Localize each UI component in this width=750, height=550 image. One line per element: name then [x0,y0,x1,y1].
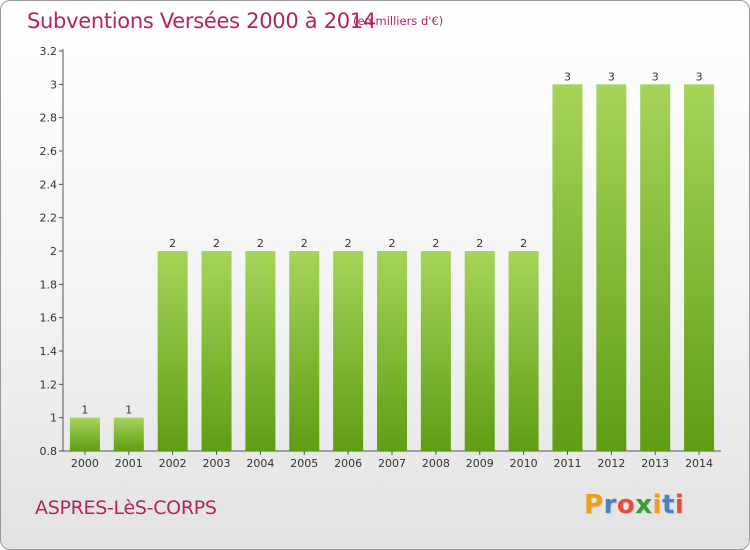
bar [640,84,671,451]
bar-data-label: 2 [389,237,396,250]
x-tick-label: 2004 [246,457,274,470]
chart-axes: 0.8 1 1.2 1.4 1.6 1.8 2 2.2 2.4 2.6 2.8 3 3.2 2000 200… [40,45,721,470]
bar-data-label: 2 [169,237,176,250]
proxiti-logo[interactable]: Proxiti [584,490,684,520]
y-tick-label: 1.6 [40,312,58,325]
x-tick-label: 2002 [159,457,187,470]
bar [508,251,539,451]
x-tick-label: 2005 [290,457,318,470]
chart-title: Subventions Versées 2000 à 2014 [27,9,376,33]
x-tick-label: 2013 [641,457,669,470]
y-tick-label: 3.2 [40,45,58,58]
bar [113,417,144,451]
chart-bars [69,84,715,451]
bar-data-label: 3 [652,70,659,83]
y-tick-label: 2.8 [40,112,58,125]
logo-letter: i [674,490,685,520]
chart-subtitle: (en milliers d'€) [353,14,444,28]
bar [377,251,407,451]
logo-letter: o [616,490,636,520]
logo-letter: r [603,490,617,520]
logo-letter: P [584,490,604,520]
bar-data-label: 2 [257,237,264,250]
x-tick-label: 2007 [378,457,406,470]
bar [69,417,100,451]
logo-letter: x [635,490,653,520]
logo-letter: i [652,490,662,520]
bar-data-label: 3 [564,70,571,83]
bar [201,251,232,451]
y-tick-label: 2.4 [40,178,58,191]
x-tick-label: 2009 [466,457,494,470]
x-tick-label: 2012 [597,457,625,470]
bar-data-label: 2 [301,237,308,250]
bar [289,251,320,451]
chart-data-labels: 1 1 2 2 2 2 2 2 2 2 2 3 3 3 3 [81,70,702,416]
y-tick-label: 1.8 [40,278,58,291]
bar [157,251,188,451]
x-tick-label: 2003 [203,457,231,470]
bar-data-label: 2 [345,237,352,250]
bar-data-label: 2 [432,237,439,250]
x-tick-label: 2014 [685,457,713,470]
y-tick-label: 1 [50,412,57,425]
y-tick-label: 2.6 [40,145,58,158]
x-tick-label: 2010 [510,457,538,470]
bar-data-label: 2 [476,237,483,250]
x-tick-label: 2006 [334,457,362,470]
x-tick-label: 2008 [422,457,450,470]
x-tick-label: 2000 [71,457,99,470]
commune-name: ASPRES-LèS-CORPS [35,497,217,519]
y-tick-label: 1.2 [40,378,58,391]
x-tick-label: 2001 [115,457,143,470]
bar [420,251,451,451]
y-tick-label: 3 [50,78,57,91]
bar [333,251,364,451]
bar [684,84,715,451]
bar-data-label: 2 [520,237,527,250]
bar-data-label: 1 [125,404,132,417]
bar [245,251,276,451]
bar-data-label: 3 [608,70,615,83]
logo-letter: t [661,490,675,520]
y-tick-label: 0.8 [40,445,58,458]
bar [464,251,495,451]
x-tick-label: 2011 [553,457,581,470]
bar [552,84,583,451]
bar-data-label: 1 [81,404,88,417]
bar-data-label: 2 [213,237,220,250]
y-tick-label: 1.4 [40,345,58,358]
y-tick-label: 2.2 [40,212,58,225]
bar-data-label: 3 [696,70,703,83]
y-tick-label: 2 [50,245,57,258]
bar [596,84,627,451]
